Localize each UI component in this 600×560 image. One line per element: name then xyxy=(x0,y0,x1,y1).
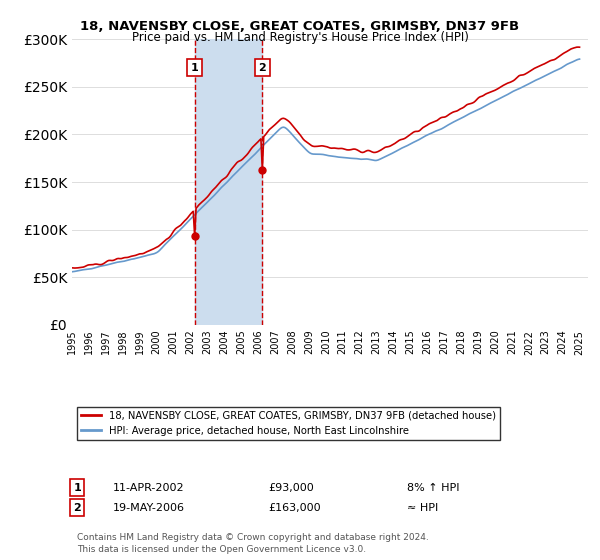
Text: 1: 1 xyxy=(73,483,81,493)
Text: Price paid vs. HM Land Registry's House Price Index (HPI): Price paid vs. HM Land Registry's House … xyxy=(131,31,469,44)
Text: 1: 1 xyxy=(191,63,199,73)
Text: 18, NAVENSBY CLOSE, GREAT COATES, GRIMSBY, DN37 9FB: 18, NAVENSBY CLOSE, GREAT COATES, GRIMSB… xyxy=(80,20,520,32)
Text: 11-APR-2002: 11-APR-2002 xyxy=(113,483,185,493)
Text: 8% ↑ HPI: 8% ↑ HPI xyxy=(407,483,460,493)
Text: ≈ HPI: ≈ HPI xyxy=(407,502,439,512)
Text: This data is licensed under the Open Government Licence v3.0.: This data is licensed under the Open Gov… xyxy=(77,545,366,554)
Text: £163,000: £163,000 xyxy=(268,502,321,512)
Text: 2: 2 xyxy=(259,63,266,73)
Bar xyxy=(194,39,262,325)
Text: £93,000: £93,000 xyxy=(268,483,314,493)
Legend: 18, NAVENSBY CLOSE, GREAT COATES, GRIMSBY, DN37 9FB (detached house), HPI: Avera: 18, NAVENSBY CLOSE, GREAT COATES, GRIMSB… xyxy=(77,407,500,440)
Text: 19-MAY-2006: 19-MAY-2006 xyxy=(113,502,185,512)
Text: Contains HM Land Registry data © Crown copyright and database right 2024.: Contains HM Land Registry data © Crown c… xyxy=(77,533,429,542)
Text: 2: 2 xyxy=(73,502,81,512)
